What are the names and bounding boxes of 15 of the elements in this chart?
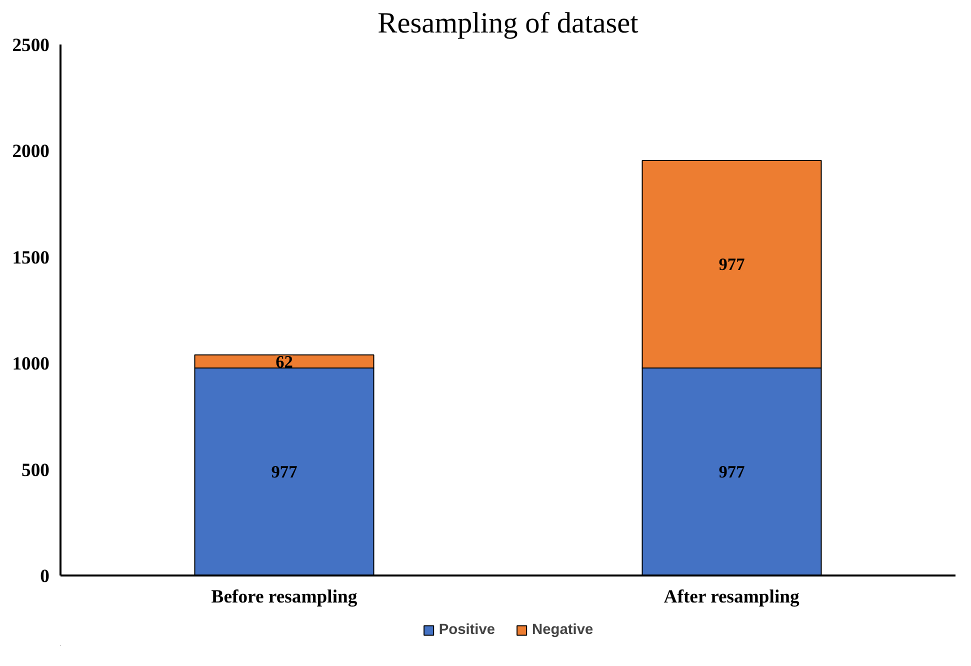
legend-label: Positive [438,622,496,638]
y-tick-label: 500 [22,460,50,481]
legend-label: Negative [532,622,594,638]
chart-title: Resampling of dataset [378,8,638,40]
y-tick-label: 0 [40,566,50,587]
y-tick-label: 1000 [12,354,50,375]
x-tick-label: After resampling [664,586,800,608]
data-label: 62 [276,352,293,372]
y-tick-label: 1500 [12,247,50,268]
data-label: 977 [718,462,746,482]
data-label: 977 [718,255,746,274]
x-tick-label: Before resampling [211,586,358,608]
y-tick-label: 2000 [12,141,50,162]
data-label: 977 [271,462,298,482]
y-tick-label: 2500 [12,35,50,56]
